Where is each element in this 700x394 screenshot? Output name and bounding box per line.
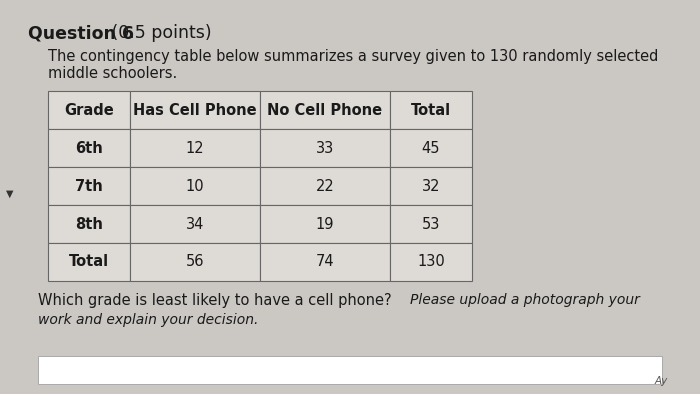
Bar: [260, 129, 390, 167]
Text: 33: 33: [316, 141, 334, 156]
Text: 45: 45: [421, 141, 440, 156]
Text: The contingency table below summarizes a survey given to 130 randomly selected: The contingency table below summarizes a…: [48, 49, 659, 64]
Text: Which grade is least likely to have a cell phone?: Which grade is least likely to have a ce…: [38, 293, 401, 308]
Text: 7th: 7th: [75, 178, 103, 193]
Bar: [48, 205, 130, 243]
Bar: [390, 205, 472, 243]
Text: 130: 130: [417, 255, 445, 269]
Bar: [130, 91, 260, 129]
Text: 32: 32: [421, 178, 440, 193]
Bar: [130, 129, 260, 167]
Bar: [390, 129, 472, 167]
Bar: [48, 129, 130, 167]
Text: Ay: Ay: [654, 376, 668, 386]
Bar: [130, 167, 260, 205]
Bar: [260, 91, 390, 129]
Text: Has Cell Phone: Has Cell Phone: [133, 102, 257, 117]
Bar: [260, 167, 390, 205]
Bar: [390, 167, 472, 205]
Text: 19: 19: [316, 216, 335, 232]
Bar: [130, 205, 260, 243]
Text: Total: Total: [411, 102, 451, 117]
Bar: [48, 167, 130, 205]
Bar: [130, 243, 260, 281]
Text: Question 6: Question 6: [28, 24, 134, 42]
Bar: [48, 243, 130, 281]
Text: 6th: 6th: [75, 141, 103, 156]
Bar: [260, 205, 390, 243]
Text: 8th: 8th: [75, 216, 103, 232]
Text: Please upload a photograph your: Please upload a photograph your: [410, 293, 640, 307]
Text: Grade: Grade: [64, 102, 114, 117]
Bar: [390, 91, 472, 129]
Text: work and explain your decision.: work and explain your decision.: [38, 313, 258, 327]
Text: 74: 74: [316, 255, 335, 269]
Text: middle schoolers.: middle schoolers.: [48, 66, 177, 81]
Bar: [48, 91, 130, 129]
Text: 56: 56: [186, 255, 204, 269]
Text: ▼: ▼: [6, 189, 14, 199]
Text: No Cell Phone: No Cell Phone: [267, 102, 383, 117]
Bar: [38, 356, 662, 384]
Bar: [260, 243, 390, 281]
Text: 34: 34: [186, 216, 204, 232]
Bar: [390, 243, 472, 281]
Text: 53: 53: [422, 216, 440, 232]
Text: 10: 10: [186, 178, 204, 193]
Text: Total: Total: [69, 255, 109, 269]
Text: 22: 22: [316, 178, 335, 193]
Text: 12: 12: [186, 141, 204, 156]
Text: (0.5 points): (0.5 points): [106, 24, 211, 42]
